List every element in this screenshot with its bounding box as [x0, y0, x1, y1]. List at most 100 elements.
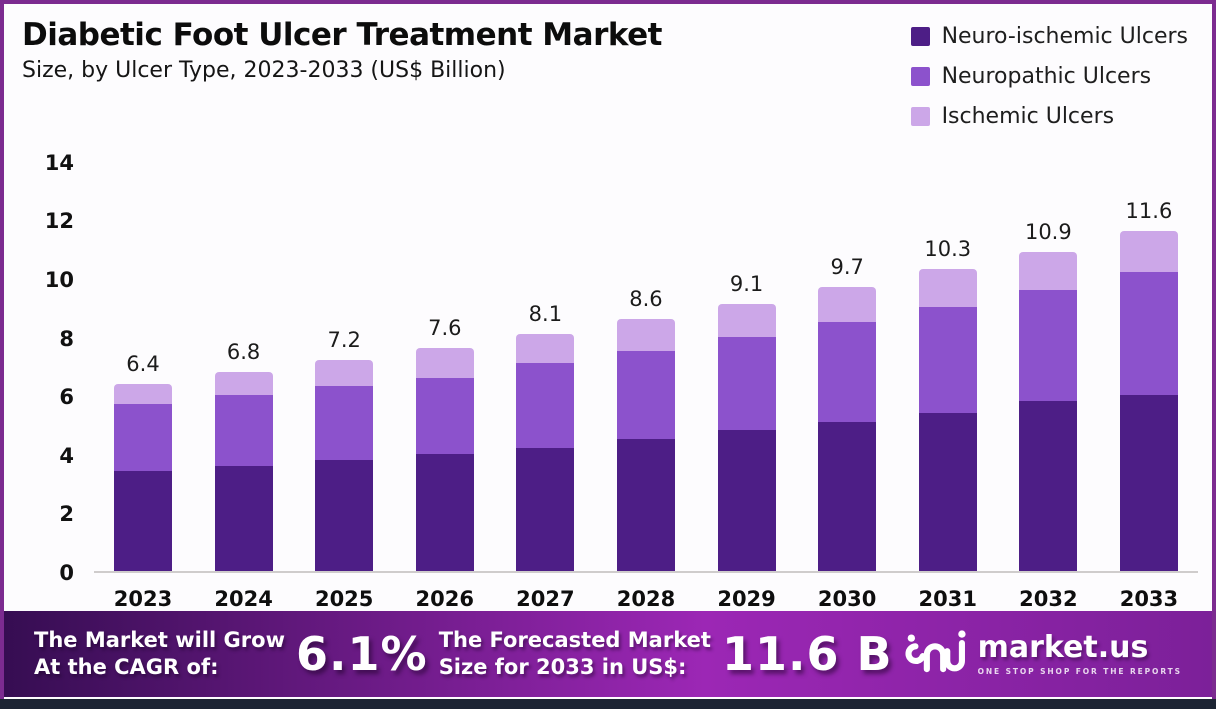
page-title: Diabetic Foot Ulcer Treatment Market — [22, 17, 663, 53]
y-tick-label: 8 — [59, 326, 74, 351]
y-tick-label: 2 — [59, 502, 74, 527]
bar-segment-neuropathic-ulcers-2023 — [114, 404, 172, 472]
legend-label: Neuropathic Ulcers — [941, 64, 1152, 89]
x-tick-label: 2023 — [113, 587, 173, 611]
x-tick-label: 2031 — [918, 587, 977, 611]
bar-segment-neuropathic-ulcers-2030 — [818, 321, 877, 422]
brand-tagline: ONE STOP SHOP FOR THE REPORTS — [977, 666, 1182, 676]
bar-segment-ischemic-ulcers-2026 — [415, 348, 474, 378]
legend-label: Ischemic Ulcers — [941, 104, 1115, 129]
bar-column-2032: 10.9 2032 — [1019, 219, 1078, 611]
plot-area: 6.4 2023 6.8 2024 7.2 2025 7.6 2026 8.1 2027 8.6 20… — [94, 131, 1198, 611]
legend: Neuro-ischemic Ulcers Neuropathic Ulcers I… — [910, 18, 1188, 129]
market-us-logo-icon — [904, 627, 966, 681]
x-tick-label: 2030 — [817, 587, 877, 611]
bar-column-2024: 6.8 2024 — [214, 339, 273, 611]
bar-total-label: 9.7 — [830, 254, 864, 279]
x-tick-label: 2032 — [1019, 587, 1078, 611]
bar-segment-ischemic-ulcers-2027 — [516, 333, 575, 363]
bar-segment-ischemic-ulcers-2024 — [214, 371, 273, 396]
bar-column-2030: 9.7 2030 — [818, 254, 877, 611]
bar-segment-neuropathic-ulcers-2025 — [315, 386, 374, 460]
bar-segment-neuropathic-ulcers-2031 — [918, 307, 977, 413]
legend-swatch — [910, 107, 930, 126]
bottom-strip — [0, 699, 1216, 709]
bar-segment-neuropathic-ulcers-2027 — [516, 362, 575, 448]
bar-total-label: 8.1 — [528, 301, 563, 326]
bar-total-label: 8.6 — [629, 287, 663, 312]
bar-segment-neuropathic-ulcers-2033 — [1119, 272, 1178, 396]
bar-segment-neuro-ischemic-ulcers-2032 — [1019, 401, 1078, 571]
cagr-label: The Market will Grow At the CAGR of: — [34, 627, 285, 679]
x-tick-label: 2024 — [214, 587, 273, 611]
bar-column-2033: 11.6 2033 — [1119, 199, 1178, 611]
bar-column-2031: 10.3 2031 — [918, 237, 977, 611]
cagr-value: 6.1% — [296, 627, 428, 681]
bar-segment-neuropathic-ulcers-2032 — [1019, 289, 1078, 402]
bar-total-label: 9.1 — [729, 272, 764, 297]
bar-segment-neuro-ischemic-ulcers-2027 — [516, 447, 575, 571]
bar-segment-neuro-ischemic-ulcers-2026 — [415, 453, 474, 571]
bar-column-2025: 7.2 2025 — [315, 328, 374, 611]
bar-segment-neuro-ischemic-ulcers-2025 — [315, 459, 374, 571]
x-tick-label: 2033 — [1119, 587, 1179, 611]
x-tick-label: 2028 — [616, 587, 676, 611]
page-subtitle: Size, by Ulcer Type, 2023-2033 (US$ Bill… — [22, 57, 506, 83]
bar-segment-ischemic-ulcers-2031 — [918, 269, 977, 308]
bar-segment-neuropathic-ulcers-2024 — [214, 395, 273, 466]
bar-segment-neuropathic-ulcers-2026 — [415, 377, 474, 454]
bar-segment-ischemic-ulcers-2033 — [1119, 231, 1178, 273]
bar-total-label: 10.3 — [924, 237, 972, 262]
bar-total-label: 6.4 — [126, 351, 160, 376]
bar-segment-neuro-ischemic-ulcers-2029 — [717, 430, 776, 571]
bar-segment-neuropathic-ulcers-2029 — [717, 336, 776, 431]
bar-total-label: 6.8 — [226, 339, 261, 364]
y-tick-label: 6 — [59, 385, 74, 410]
bar-segment-ischemic-ulcers-2025 — [315, 360, 374, 387]
bar-column-2026: 7.6 2026 — [415, 316, 474, 611]
stacked-bar-chart: 0 2 4 6 8 10 12 14 6.4 2023 6.8 2024 7.2 2025 7.6 2026… — [4, 131, 1212, 623]
x-tick-label: 2026 — [415, 587, 475, 611]
bar-total-label: 7.6 — [428, 316, 462, 341]
y-axis: 0 2 4 6 8 10 12 14 — [26, 131, 82, 585]
x-tick-label: 2025 — [314, 587, 374, 611]
forecast-label: The Forecasted Market Size for 2033 in U… — [438, 627, 711, 679]
bar-column-2029: 9.1 2029 — [717, 272, 776, 611]
y-tick-label: 14 — [44, 150, 74, 175]
y-tick-label: 4 — [59, 443, 74, 468]
bar-column-2027: 8.1 2027 — [516, 301, 575, 611]
bar-segment-neuropathic-ulcers-2028 — [616, 351, 675, 440]
legend-item: Neuro-ischemic Ulcers — [910, 24, 1188, 49]
bar-segment-neuro-ischemic-ulcers-2028 — [616, 439, 675, 571]
legend-swatch — [910, 27, 930, 46]
header: Diabetic Foot Ulcer Treatment Market Siz… — [4, 4, 1212, 129]
legend-label: Neuro-ischemic Ulcers — [941, 24, 1188, 49]
bar-total-label: 10.9 — [1024, 219, 1072, 244]
bar-total-label: 7.2 — [327, 328, 361, 353]
bar-segment-ischemic-ulcers-2028 — [616, 319, 675, 352]
bar-segment-neuro-ischemic-ulcers-2024 — [214, 465, 273, 571]
bar-column-2028: 8.6 2028 — [616, 287, 675, 611]
y-tick-label: 0 — [59, 561, 74, 585]
brand-text: market.us ONE STOP SHOP FOR THE REPORTS — [977, 629, 1182, 676]
y-tick-label: 10 — [44, 268, 74, 292]
x-tick-label: 2027 — [516, 587, 575, 611]
bar-segment-ischemic-ulcers-2032 — [1019, 251, 1078, 290]
bar-segment-neuro-ischemic-ulcers-2023 — [114, 471, 172, 571]
bar-segment-neuro-ischemic-ulcers-2031 — [918, 412, 977, 571]
bar-segment-neuro-ischemic-ulcers-2030 — [818, 421, 877, 571]
brand-block: market.us ONE STOP SHOP FOR THE REPORTS — [904, 627, 1182, 681]
forecast-value: 11.6 B — [721, 627, 893, 681]
title-block: Diabetic Foot Ulcer Treatment Market Siz… — [22, 17, 663, 83]
bar-segment-ischemic-ulcers-2023 — [114, 383, 172, 405]
x-tick-label: 2029 — [717, 587, 776, 611]
legend-item: Neuropathic Ulcers — [910, 64, 1188, 89]
bar-segment-ischemic-ulcers-2030 — [818, 286, 877, 322]
legend-item: Ischemic Ulcers — [910, 104, 1188, 129]
bar-segment-ischemic-ulcers-2029 — [717, 304, 776, 337]
bar-total-label: 11.6 — [1125, 199, 1173, 224]
brand-name: market.us — [977, 629, 1149, 665]
legend-swatch — [910, 67, 930, 86]
bar-column-2023: 6.4 2023 — [114, 351, 172, 611]
